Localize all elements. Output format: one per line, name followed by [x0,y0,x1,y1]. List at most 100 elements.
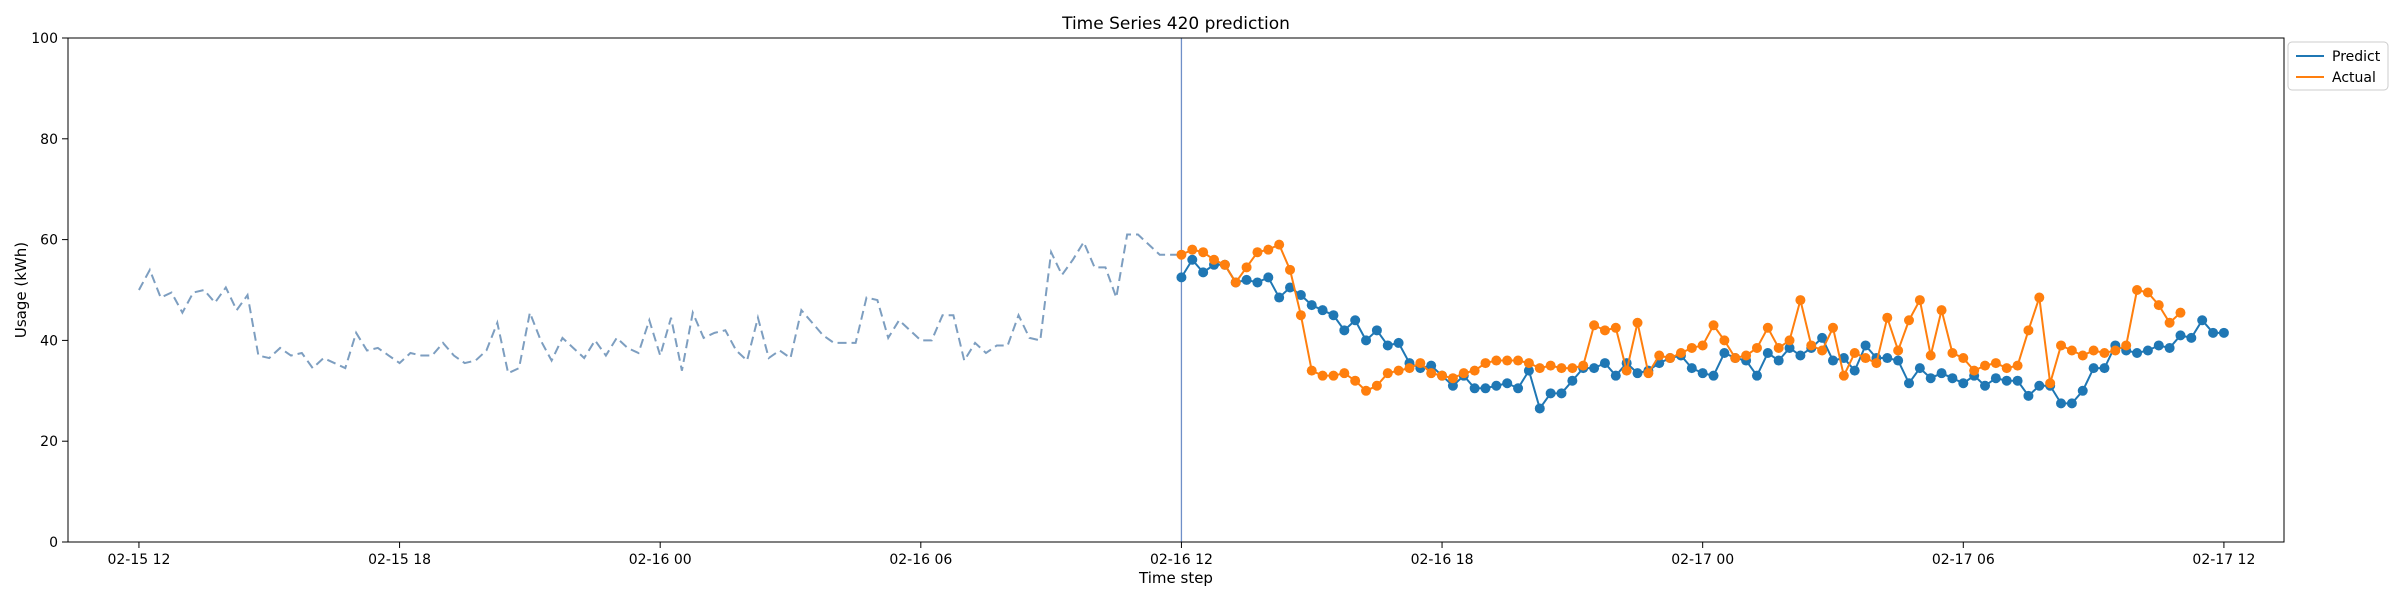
actual-point [1827,322,1838,333]
predict-point [1589,363,1600,374]
y-tick-label: 20 [40,434,58,450]
actual-point [1784,335,1795,346]
actual-point [1209,254,1220,265]
predict-point [1469,383,1480,394]
actual-point [2077,350,2088,361]
predict-point [1371,325,1382,336]
predict-point [2197,315,2208,326]
actual-point [1545,360,1556,371]
predict-point [1849,365,1860,376]
actual-point [1491,355,1502,366]
axes: 0 20 40 60 80 100 02-15 12 02-15 18 02-16 00 02-1… [31,31,2285,568]
actual-point [1849,348,1860,358]
predict-point [1632,368,1643,379]
predict-point [2034,380,2045,391]
x-axis-label: Time step [1138,569,1213,587]
predict-point [2088,363,2099,374]
predict-point [1339,325,1350,336]
actual-point [2142,287,2153,298]
predict-point [2066,398,2077,409]
predict-point [1534,403,1545,414]
y-tick-label: 0 [49,535,58,551]
predict-point [1610,370,1621,381]
actual-point [1350,375,1361,386]
actual-point [1665,353,1676,364]
predict-point [1893,355,1904,366]
actual-point [1860,353,1871,364]
actual-point [1393,365,1404,376]
predict-point [1708,370,1719,381]
x-tick-label: 02-17 00 [1671,552,1734,568]
actual-point [1719,335,1730,346]
actual-point [1632,317,1643,328]
legend: Predict Actual [2287,41,2389,91]
actual-point [1480,358,1491,369]
actual-point [1675,348,1686,358]
actual-point [1534,363,1545,374]
predict-point [1545,388,1556,399]
predict-point [1990,373,2001,384]
y-tick-label: 100 [31,31,58,47]
history-line [138,233,1182,375]
predict-point [1599,358,1610,369]
actual-point [1980,360,1991,371]
actual-point [1523,358,1534,369]
legend-label-predict: Predict [2332,49,2381,65]
predict-point [1784,342,1795,353]
actual-point [1306,365,1317,376]
actual-point [2045,378,2056,389]
y-tick-label: 60 [40,233,58,249]
actual-point [1958,353,1969,364]
actual-point [1741,350,1752,361]
actual-point [2023,325,2034,336]
predict-point [1936,368,1947,379]
predict-point [1697,368,1708,379]
actual-point [1654,350,1665,361]
series-actual [1176,239,2186,396]
legend-label-actual: Actual [2332,70,2376,86]
x-tick-label: 02-16 18 [1411,552,1474,568]
predict-point [2023,390,2034,401]
x-tick-label: 02-16 12 [1150,552,1213,568]
actual-point [2034,292,2045,303]
predict-point [1947,373,1958,384]
predict-point [2099,363,2110,374]
predict-point [1382,340,1393,351]
predict-point [1198,267,1209,278]
actual-point [1925,350,1936,361]
predict-point [1491,380,1502,391]
actual-point [2001,363,2012,374]
actual-point [1795,295,1806,306]
x-tick-label: 02-17 06 [1932,552,1995,568]
predict-point [1447,380,1458,391]
predict-point [1361,335,1372,346]
predict-point [1958,378,1969,389]
predict-point [1773,355,1784,366]
predict-point [2077,385,2088,396]
actual-point [1404,363,1415,374]
actual-point [1556,363,1567,374]
actual-point [1198,247,1209,258]
actual-point [1817,345,1828,356]
y-tick-label: 80 [40,132,58,148]
actual-point [2012,360,2023,371]
actual-point [1893,345,1904,356]
actual-point [1567,363,1578,374]
predict-point [2132,348,2143,358]
actual-point [1686,342,1697,353]
predict-point [2001,375,2012,386]
predict-point [2012,375,2023,386]
predict-point [1513,383,1524,394]
actual-point [1838,370,1849,381]
actual-point [1914,295,1925,306]
series-predict [1176,254,2229,414]
predict-point [1567,375,1578,386]
actual-point [1447,373,1458,384]
predict-point [2186,332,2197,343]
actual-point [1969,365,1980,376]
actual-point [1589,320,1600,331]
predict-point [1176,272,1187,283]
x-tick-label: 02-15 18 [368,552,431,568]
actual-point [1285,264,1296,275]
predict-point [1817,332,1828,343]
